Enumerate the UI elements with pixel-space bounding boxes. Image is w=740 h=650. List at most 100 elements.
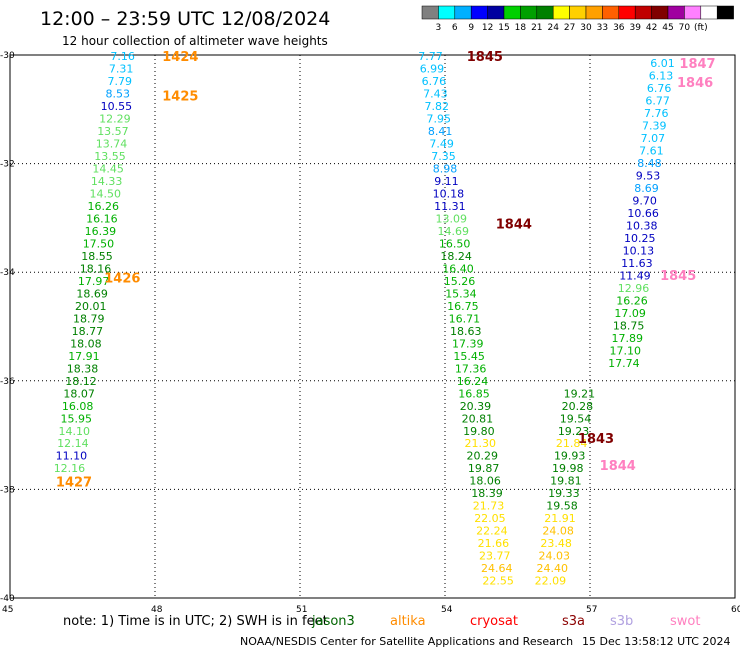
wave-height-value: 24.08 [542,525,574,538]
map-frame [9,54,736,599]
wave-height-value: 17.10 [610,344,642,357]
wave-height-value: 17.89 [611,332,643,345]
wave-height-value: 18.38 [67,362,99,375]
wave-height-value: 19.98 [552,462,584,475]
legend-label: 6 [452,23,458,33]
wave-height-value: 6.76 [422,75,447,88]
lat-tick-label: -30 [0,51,15,61]
pass-number-label: 1847 [679,57,715,72]
wave-height-value: 8.48 [637,157,662,170]
pass-labels: 1424 1425 1426 1427 1845 1844 1843 1847 1846 1845… [56,50,716,490]
wave-height-value: 22.55 [482,575,514,588]
pass-number-label: 1425 [162,90,198,105]
legend-swatch [618,5,636,20]
legend-label: 42 [646,23,657,33]
wave-height-value: 10.38 [626,220,658,233]
wave-height-value: 7.43 [423,88,448,101]
legend-swatch [569,5,587,20]
wave-height-value: 18.16 [80,262,112,275]
wave-height-value: 12.14 [57,437,89,450]
wave-height-value: 11.31 [434,200,466,213]
pass-number-label: 1427 [56,475,92,490]
satellite-legend-s3b: s3b [610,614,633,629]
wave-height-value: 12.96 [618,282,650,295]
legend-swatch [552,5,570,20]
wave-height-value: 8.41 [428,125,453,138]
wave-height-value: 21.30 [465,437,497,450]
wave-height-value: 14.69 [437,225,469,238]
wave-height-value: 16.75 [447,300,479,313]
wave-height-value: 12.16 [54,462,86,475]
lat-lon-grid: 45 48 51 54 57 60 -30 -32 -34 -36 -38 -40 [0,51,740,615]
wave-height-value: 24.40 [537,562,569,575]
wave-height-value: 19.81 [550,475,582,488]
wave-height-value: 6.99 [420,63,445,76]
wave-height-value: 20.01 [75,300,107,313]
wave-height-value: 17.97 [78,275,110,288]
satellite-tracks: 7.167.317.798.5310.5512.2913.5713.7413.5… [54,50,675,588]
legend-swatch [454,5,472,20]
wave-height-value: 7.39 [642,120,667,133]
wave-height-value: 16.85 [458,387,490,400]
wave-height-value: 6.13 [649,70,674,83]
wave-height-value: 7.16 [110,50,135,63]
wave-height-value: 17.91 [68,350,100,363]
wave-height-value: 9.11 [434,175,459,188]
wave-height-value: 18.75 [613,319,645,332]
lon-tick-label: 51 [296,605,307,615]
credit-text: NOAA/NESDIS Center for Satellite Applica… [240,635,573,648]
legend-swatch [634,5,652,20]
wave-height-value: 7.61 [639,145,664,158]
lon-tick-label: 60 [731,605,740,615]
legend-swatch [536,5,554,20]
pass-number-label: 1844 [600,459,636,474]
map-title: 12:00 – 23:59 UTC 12/08/2024 [40,8,330,30]
wave-height-value: 19.87 [468,462,500,475]
wave-height-value: 14.33 [91,175,123,188]
wave-height-value: 22.09 [535,575,567,588]
wave-height-value: 18.24 [440,250,472,263]
wave-height-value: 7.31 [109,63,134,76]
pass-number-label: 1845 [467,50,503,65]
legend-swatch [651,5,669,20]
wave-height-value: 21.84 [556,437,588,450]
wave-height-value: 20.28 [562,400,594,413]
wave-height-value: 17.09 [614,307,646,320]
lat-tick-label: -38 [0,485,15,495]
legend-label: 18 [515,23,527,33]
wave-height-value: 19.21 [564,387,596,400]
legend-swatch [667,5,685,20]
legend-label: 21 [531,23,542,33]
wave-height-value: 7.49 [429,138,454,151]
satellite-legend: jason3 altika cryosat s3a s3b swot [311,614,700,629]
wave-height-value: 21.66 [478,537,510,550]
wave-height-value: 22.05 [474,512,506,525]
wave-height-value: 18.55 [81,250,113,263]
wave-height-value: 13.74 [96,138,128,151]
wave-height-value: 6.01 [650,57,675,70]
legend-swatch [520,5,538,20]
wave-height-value: 24.64 [481,562,513,575]
lat-tick-label: -36 [0,377,15,387]
wave-height-value: 7.35 [431,150,456,163]
wave-height-value: 18.06 [469,475,501,488]
pass-number-label: 1845 [660,269,696,284]
wave-height-value: 7.76 [644,107,669,120]
wave-height-value: 18.08 [70,337,102,350]
pass-number-label: 1844 [496,217,532,232]
legend-label: 24 [547,23,559,33]
wave-height-value: 18.77 [72,325,104,338]
wave-height-value: 16.40 [442,262,474,275]
wave-height-value: 16.50 [439,237,471,250]
legend-label: 30 [580,23,592,33]
wave-height-value: 18.69 [76,287,108,300]
legend-swatch [438,5,456,20]
legend-swatch [503,5,521,20]
wave-height-value: 11.10 [56,450,88,463]
wave-height-value: 10.25 [624,232,656,245]
wave-height-value: 7.07 [641,132,666,145]
wave-height-value: 17.39 [452,337,484,350]
legend-swatch [684,5,702,20]
legend-label: 36 [613,23,625,33]
satellite-legend-swot: swot [670,614,700,629]
